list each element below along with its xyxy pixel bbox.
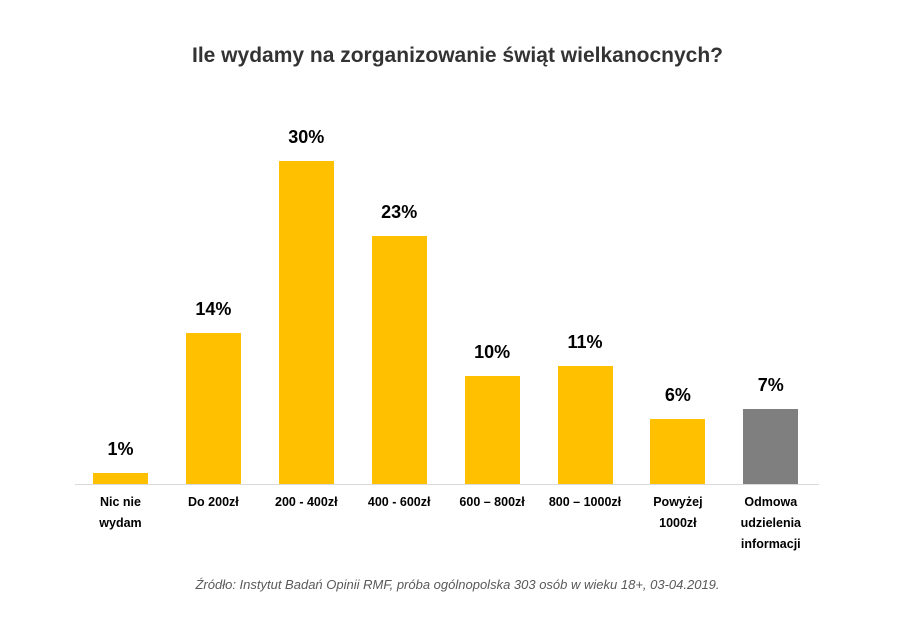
x-tick-label: Do 200zł (188, 495, 239, 509)
bar (464, 376, 520, 484)
data-label: 1% (107, 439, 134, 460)
bar (278, 160, 334, 484)
bar (743, 408, 799, 484)
x-tick-label: Nic nie wydam (99, 495, 142, 530)
bar (185, 333, 241, 484)
data-label: 14% (195, 299, 232, 320)
data-label: 30% (288, 126, 325, 147)
data-label: 6% (664, 385, 691, 406)
x-tick-label: 400 - 600zł (367, 495, 431, 509)
bar (93, 473, 148, 484)
x-tick-label: 600 – 800zł (459, 495, 525, 509)
bar (557, 365, 613, 484)
data-label: 11% (567, 331, 603, 352)
data-label: 7% (757, 374, 784, 395)
x-tick-label: 200 - 400zł (275, 495, 338, 509)
x-tick-label: 800 – 1000zł (548, 495, 622, 509)
x-axis-line (75, 484, 819, 485)
data-label: 23% (381, 202, 418, 223)
source-note: Źródło: Instytut Badań Opinii RMF, próba… (195, 577, 720, 592)
x-tick-label: Odmowa udzielenia informacji (740, 495, 802, 551)
data-label: 10% (474, 342, 511, 363)
chart-title: Ile wydamy na zorganizowanie świąt wielk… (192, 44, 723, 67)
bar (650, 419, 706, 484)
x-tick-label: Powyżej 1000zł (653, 495, 703, 530)
bar (371, 236, 427, 484)
